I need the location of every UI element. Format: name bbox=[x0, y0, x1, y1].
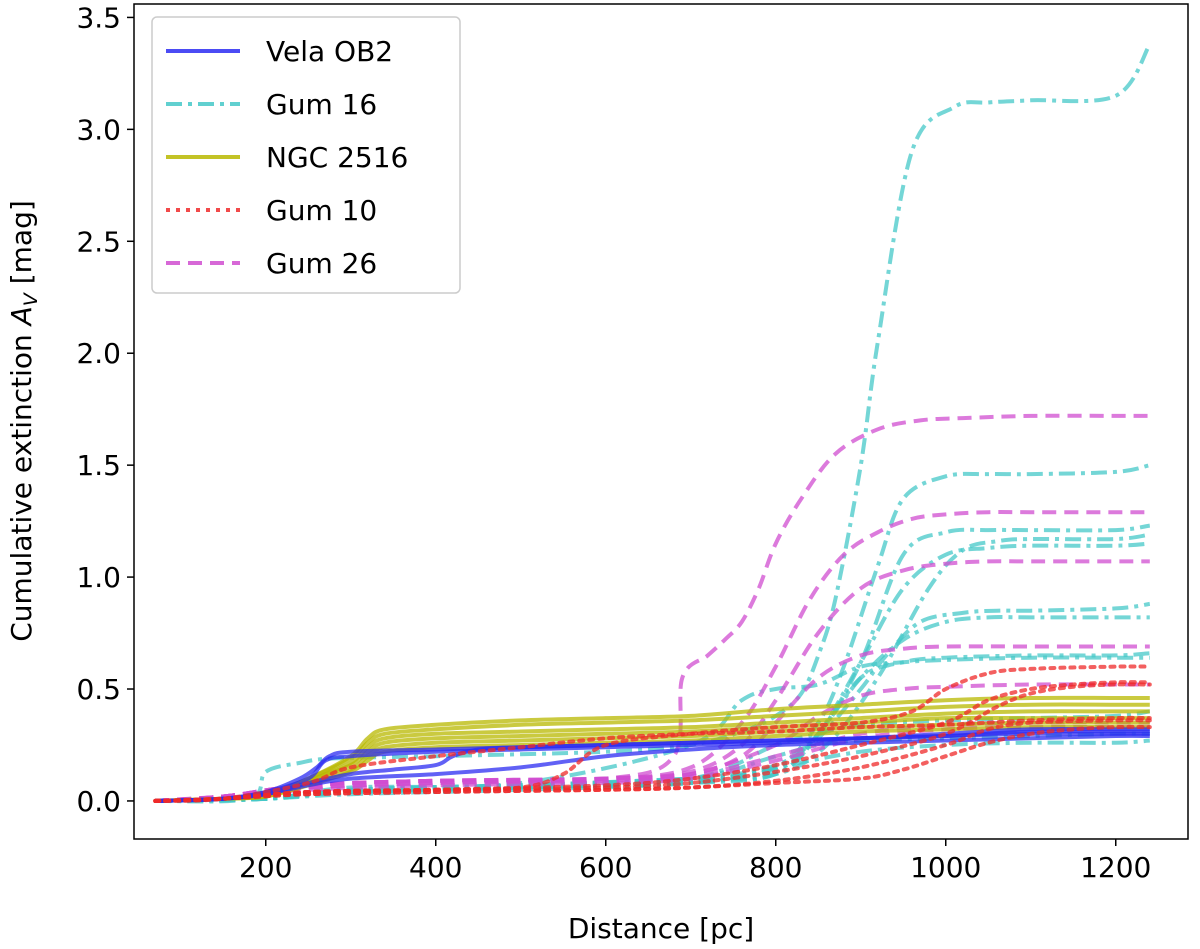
y-tick-label: 1.5 bbox=[76, 449, 121, 482]
x-axis: 200 400 600 800 1000 1200 bbox=[239, 839, 1151, 884]
plot-frame bbox=[133, 3, 1189, 840]
y-tick-label: 0.0 bbox=[76, 785, 121, 818]
series-line-gum-10-34 bbox=[153, 724, 1152, 803]
x-tick-label: 200 bbox=[239, 851, 292, 884]
series-line-gum-16-1 bbox=[155, 463, 1151, 803]
x-axis-label: Distance [pc] bbox=[568, 912, 754, 945]
x-tick-label: 600 bbox=[579, 851, 632, 884]
y-tick-label: 3.5 bbox=[76, 1, 121, 34]
series-line-gum-26-14 bbox=[155, 559, 1150, 803]
x-tick-label: 400 bbox=[409, 851, 462, 884]
x-tick-label: 1000 bbox=[910, 851, 981, 884]
x-tick-label: 1200 bbox=[1080, 851, 1151, 884]
x-tick-label: 800 bbox=[749, 851, 802, 884]
y-tick-label: 2.5 bbox=[76, 225, 121, 258]
series-line-gum-26-15 bbox=[155, 644, 1150, 803]
series-line-gum-10-31 bbox=[153, 682, 1152, 803]
legend-label-gum-10: Gum 10 bbox=[266, 194, 377, 227]
series-line-gum-16-8 bbox=[155, 655, 1150, 803]
series-layer bbox=[153, 43, 1152, 804]
y-axis: 0.0 0.5 1.0 1.5 2.0 2.5 3.0 3.5 bbox=[76, 1, 134, 818]
series-line-gum-16-2 bbox=[155, 523, 1151, 803]
y-tick-label: 2.0 bbox=[76, 337, 121, 370]
series-line-gum-16-5 bbox=[155, 601, 1151, 803]
y-tick-label: 0.5 bbox=[76, 673, 121, 706]
legend-label-gum-16: Gum 16 bbox=[266, 88, 377, 121]
series-line-gum-26-13 bbox=[155, 510, 1150, 803]
legend: Vela OB2 Gum 16 NGC 2516 Gum 10 Gum 26 bbox=[151, 16, 461, 294]
y-tick-label: 3.0 bbox=[76, 113, 121, 146]
legend-box bbox=[151, 16, 461, 294]
legend-label-gum-26: Gum 26 bbox=[266, 247, 377, 280]
y-axis-label: Cumulative extinction AV [mag] bbox=[5, 200, 42, 642]
legend-label-ngc-2516: NGC 2516 bbox=[266, 141, 408, 174]
legend-label-vela-ob2: Vela OB2 bbox=[266, 35, 393, 68]
y-tick-label: 1.0 bbox=[76, 561, 121, 594]
series-line-gum-16-11 bbox=[155, 738, 1150, 803]
series-line-gum-10-32 bbox=[153, 715, 1152, 803]
